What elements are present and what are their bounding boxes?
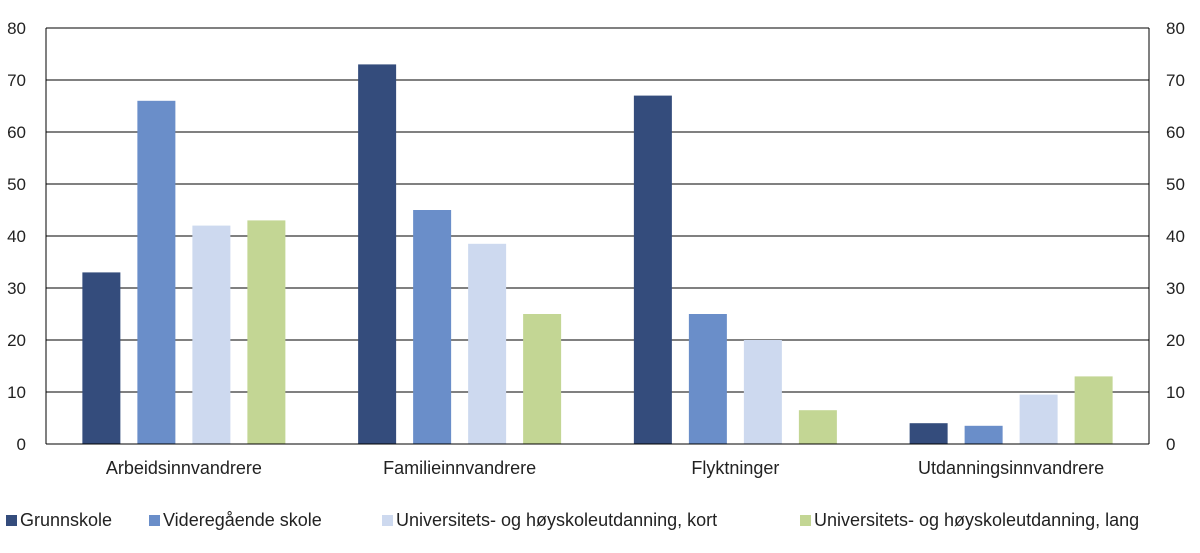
legend-swatch: [149, 515, 160, 526]
bar-arbeidsinnvandrere-series-2: [137, 100, 176, 445]
x-category-label: Familieinnvandrere: [383, 458, 536, 478]
y-tick-label-right: 70: [1166, 71, 1185, 90]
legend-swatch: [6, 515, 17, 526]
bars: [82, 64, 1113, 445]
y-tick-label-left: 30: [7, 279, 26, 298]
bar-flyktninger-series-1: [633, 95, 672, 444]
y-tick-label-right: 0: [1166, 435, 1175, 454]
x-category-label: Arbeidsinnvandrere: [106, 458, 262, 478]
bar-flyktninger-series-3: [743, 340, 782, 444]
y-tick-label-left: 60: [7, 123, 26, 142]
y-tick-label-left: 50: [7, 175, 26, 194]
y-tick-label-left: 70: [7, 71, 26, 90]
x-category-label: Flyktninger: [691, 458, 779, 478]
legend-label: Videregående skole: [163, 510, 322, 530]
bar-familieinnvandrere-series-2: [413, 210, 452, 444]
y-tick-label-right: 10: [1166, 383, 1185, 402]
y-tick-label-right: 50: [1166, 175, 1185, 194]
x-category-label: Utdanningsinnvandrere: [918, 458, 1104, 478]
y-tick-label-left: 40: [7, 227, 26, 246]
bar-utdanningsinnvandrere-series-1: [909, 423, 948, 444]
y-tick-label-left: 0: [17, 435, 26, 454]
y-tick-label-left: 80: [7, 19, 26, 38]
bar-arbeidsinnvandrere-series-1: [82, 272, 121, 444]
legend-label: Universitets- og høyskoleutdanning, lang: [814, 510, 1139, 530]
bar-flyktninger-series-4: [798, 410, 837, 444]
legend-swatch: [382, 515, 393, 526]
y-tick-label-right: 80: [1166, 19, 1185, 38]
legend-label: Grunnskole: [20, 510, 112, 530]
y-tick-label-left: 10: [7, 383, 26, 402]
bar-utdanningsinnvandrere-series-2: [964, 425, 1003, 444]
y-tick-label-right: 30: [1166, 279, 1185, 298]
y-tick-label-right: 20: [1166, 331, 1185, 350]
bar-utdanningsinnvandrere-series-4: [1074, 376, 1113, 444]
bar-arbeidsinnvandrere-series-3: [192, 225, 231, 444]
bar-familieinnvandrere-series-4: [523, 314, 562, 444]
legend-swatch: [800, 515, 811, 526]
y-tick-label-left: 20: [7, 331, 26, 350]
y-tick-label-right: 40: [1166, 227, 1185, 246]
legend-label: Universitets- og høyskoleutdanning, kort: [396, 510, 717, 530]
axes: 0 0 10 10 20 20 30 30 40 40 50 50 60 60 70 70 80 80 Arbeid…: [7, 19, 1185, 478]
legend: Grunnskole Videregående skole Universitets…: [6, 510, 1139, 530]
y-tick-label-right: 60: [1166, 123, 1185, 142]
bar-flyktninger-series-2: [688, 314, 727, 444]
bar-familieinnvandrere-series-3: [468, 243, 507, 444]
bar-arbeidsinnvandrere-series-4: [247, 220, 286, 444]
bar-familieinnvandrere-series-1: [358, 64, 397, 445]
bar-utdanningsinnvandrere-series-3: [1019, 394, 1058, 444]
